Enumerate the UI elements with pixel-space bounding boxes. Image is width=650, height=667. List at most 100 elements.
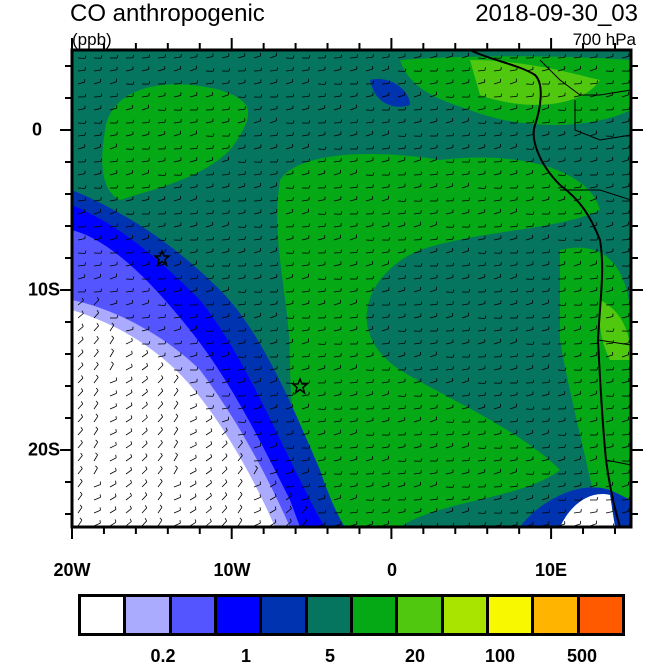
wind-barb — [510, 380, 519, 384]
wind-barb — [237, 183, 246, 189]
wind-barb-shaft — [589, 133, 597, 137]
wind-barb — [269, 519, 277, 527]
wind-barb-flag — [324, 184, 327, 188]
wind-barb — [365, 222, 374, 228]
wind-barb — [557, 302, 567, 306]
wind-barb — [413, 79, 422, 85]
wind-barb — [573, 497, 583, 501]
wind-barb — [173, 210, 183, 215]
wind-barb — [125, 119, 135, 124]
wind-barb — [221, 366, 230, 371]
wind-barb-flag — [244, 67, 247, 71]
wind-barb — [125, 518, 132, 527]
wind-barb — [493, 315, 503, 319]
wind-barb-flag — [628, 301, 630, 305]
wind-barb — [125, 479, 132, 488]
wind-barb — [349, 352, 358, 358]
wind-barb-shaft — [605, 277, 613, 280]
wind-barb — [477, 430, 486, 436]
wind-barb-shaft — [333, 264, 341, 267]
wind-barb-shaft — [109, 264, 117, 267]
wind-barb-shaft — [173, 441, 179, 449]
wind-barb — [221, 144, 230, 150]
wind-barb-flag — [340, 471, 343, 475]
wind-barb — [525, 158, 534, 163]
wind-barb-shaft — [301, 237, 309, 241]
wind-barb-shaft — [477, 238, 485, 241]
wind-barb-shaft — [477, 368, 485, 371]
wind-barb — [397, 352, 406, 358]
wind-barb-flag — [292, 250, 295, 254]
wind-barb-flag — [84, 55, 87, 59]
wind-barb — [381, 248, 390, 254]
wind-barb — [429, 144, 438, 150]
wind-barb — [333, 299, 342, 306]
wind-barb — [253, 377, 262, 384]
wind-barb — [525, 146, 535, 150]
wind-barb — [125, 505, 132, 514]
wind-barb-flag — [276, 327, 278, 331]
wind-barb-shaft — [525, 134, 533, 137]
wind-barb-shaft — [621, 510, 629, 514]
wind-barb-flag — [100, 93, 103, 97]
wind-barb-shaft — [541, 355, 549, 358]
wind-barb-shaft — [93, 325, 99, 332]
wind-barb — [589, 65, 597, 72]
wind-barb-flag — [564, 340, 567, 344]
wind-barb-shaft — [621, 289, 629, 293]
wind-barb — [77, 439, 83, 449]
wind-barb — [253, 247, 262, 254]
wind-barb-shaft — [77, 429, 83, 436]
wind-barb-shaft — [221, 82, 229, 85]
wind-barb-flag — [612, 328, 615, 332]
wind-barb-shaft — [333, 497, 341, 501]
wind-barb — [413, 481, 422, 488]
wind-barb — [573, 65, 582, 72]
wind-barb-shaft — [573, 485, 581, 488]
wind-barb-shaft — [109, 237, 117, 241]
wind-barb — [285, 468, 294, 475]
wind-barb — [173, 107, 183, 111]
wind-barb-shaft — [349, 316, 358, 319]
wind-barb-flag — [260, 354, 263, 358]
wind-barb-flag — [580, 275, 583, 279]
wind-barb-flag — [260, 327, 263, 331]
wind-barb-shaft — [413, 316, 421, 319]
wind-barb-flag — [95, 426, 99, 430]
wind-barb — [173, 439, 179, 449]
wind-barb-flag — [404, 263, 407, 267]
wind-barb — [541, 417, 550, 423]
wind-barb — [589, 482, 598, 488]
wind-barb — [205, 366, 215, 371]
colorbar-swatch — [488, 597, 535, 633]
wind-barb-flag — [564, 367, 567, 371]
wind-barb — [141, 375, 148, 384]
wind-barb-shaft — [333, 172, 341, 176]
wind-barb-flag — [240, 465, 243, 469]
wind-barb-flag — [292, 380, 295, 384]
wind-barb-shaft — [109, 225, 118, 228]
wind-barb-shaft — [349, 160, 357, 163]
wind-barb — [605, 106, 615, 111]
wind-barb — [589, 390, 597, 397]
wind-barb — [589, 80, 598, 85]
wind-barb-shaft — [221, 419, 229, 423]
wind-barb — [157, 414, 164, 423]
wind-barb-flag — [356, 406, 359, 410]
wind-barb — [493, 235, 502, 241]
wind-barb — [589, 378, 598, 384]
wind-barb-shaft — [461, 238, 469, 241]
wind-barb-shaft — [93, 377, 99, 384]
wind-barb — [509, 326, 518, 332]
wind-barb-flag — [340, 444, 343, 448]
wind-barb-flag — [276, 354, 279, 358]
wind-barb-flag — [356, 184, 358, 188]
wind-barb — [573, 405, 583, 410]
wind-barb-shaft — [445, 120, 453, 124]
wind-barb-shaft — [541, 458, 549, 462]
wind-barb-shaft — [237, 120, 245, 124]
co-region-blue — [370, 79, 410, 107]
wind-barb-flag — [484, 288, 487, 292]
wind-barb-shaft — [93, 276, 101, 280]
wind-barb-shaft — [301, 394, 309, 397]
